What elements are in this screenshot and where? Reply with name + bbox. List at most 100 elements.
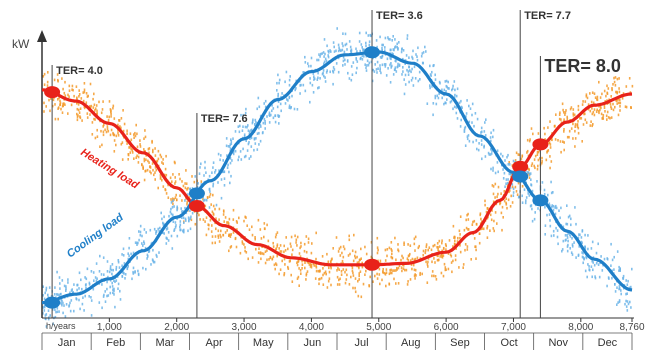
scatter-point <box>58 276 61 279</box>
scatter-point <box>464 243 467 246</box>
scatter-point <box>279 268 282 271</box>
month-label-may: May <box>253 337 274 349</box>
scatter-point <box>313 264 316 267</box>
scatter-point <box>536 153 539 156</box>
scatter-point <box>499 202 501 206</box>
scatter-point <box>518 153 521 157</box>
scatter-point <box>452 259 454 263</box>
scatter-point <box>264 120 266 123</box>
scatter-point <box>562 225 565 229</box>
scatter-point <box>579 117 581 120</box>
scatter-point <box>232 208 235 212</box>
scatter-point <box>352 271 354 275</box>
scatter-point <box>317 86 319 90</box>
scatter-point <box>336 283 339 286</box>
scatter-point <box>459 244 461 247</box>
scatter-point <box>149 170 151 173</box>
scatter-point <box>443 262 446 266</box>
scatter-point <box>211 210 214 214</box>
scatter-point <box>151 162 154 165</box>
scatter-point <box>384 273 387 276</box>
scatter-point <box>327 279 330 283</box>
scatter-point <box>387 67 389 70</box>
scatter-point <box>243 135 246 138</box>
scatter-point <box>333 45 335 49</box>
scatter-point <box>611 276 613 280</box>
scatter-point <box>238 155 240 159</box>
scatter-point <box>200 180 203 183</box>
scatter-point <box>462 266 464 269</box>
scatter-point <box>80 278 82 282</box>
scatter-point <box>591 124 593 128</box>
cooling-dot <box>512 170 529 183</box>
scatter-point <box>414 77 417 80</box>
scatter-point <box>567 239 569 243</box>
scatter-point <box>169 176 172 180</box>
scatter-point <box>62 87 64 91</box>
scatter-point <box>279 244 282 247</box>
scatter-point <box>462 263 465 266</box>
scatter-point <box>358 258 361 262</box>
scatter-point <box>401 73 403 76</box>
scatter-point <box>259 123 262 127</box>
scatter-point <box>135 123 137 127</box>
scatter-point <box>327 55 330 59</box>
scatter-point <box>263 222 266 225</box>
scatter-point <box>152 248 154 252</box>
scatter-point <box>226 229 228 232</box>
scatter-point <box>92 287 95 291</box>
scatter-point <box>129 132 132 135</box>
scatter-point <box>244 111 247 115</box>
scatter-point <box>452 84 454 88</box>
scatter-point <box>407 259 410 262</box>
ter-label: TER= 4.0 <box>56 65 103 77</box>
scatter-point <box>92 106 95 109</box>
scatter-point <box>110 268 113 272</box>
scatter-point <box>346 48 348 51</box>
scatter-point <box>145 267 147 271</box>
scatter-point <box>289 106 292 110</box>
scatter-point <box>309 81 312 85</box>
scatter-point <box>111 272 113 276</box>
scatter-point <box>220 154 222 157</box>
scatter-point <box>492 169 494 172</box>
scatter-point <box>391 64 393 68</box>
scatter-point <box>480 131 482 134</box>
scatter-point <box>530 204 533 207</box>
scatter-point <box>119 289 121 293</box>
scatter-point <box>93 117 95 121</box>
cooling-start-dot <box>44 296 61 309</box>
scatter-point <box>287 247 289 251</box>
scatter-point <box>78 93 81 96</box>
scatter-point <box>162 223 165 226</box>
scatter-point <box>329 70 331 74</box>
cooling-dot <box>532 194 549 207</box>
scatter-point <box>374 274 376 278</box>
scatter-point <box>202 199 205 202</box>
scatter-point <box>75 85 78 88</box>
scatter-point <box>142 167 144 170</box>
scatter-point <box>338 268 340 271</box>
scatter-point <box>46 84 49 87</box>
scatter-point <box>175 224 177 227</box>
ter-label: TER= 7.7 <box>524 10 571 22</box>
scatter-point <box>566 234 568 237</box>
scatter-point <box>68 84 71 88</box>
scatter-point <box>562 108 564 112</box>
scatter-point <box>85 101 88 104</box>
scatter-point <box>509 186 512 189</box>
scatter-point <box>511 185 514 189</box>
scatter-point <box>136 243 138 246</box>
scatter-point <box>584 269 587 273</box>
scatter-point <box>326 286 329 289</box>
scatter-point <box>64 103 66 106</box>
scatter-point <box>184 182 186 185</box>
scatter-point <box>288 104 291 108</box>
scatter-point <box>65 289 67 292</box>
scatter-point <box>309 265 312 268</box>
scatter-point <box>58 96 60 100</box>
scatter-point <box>432 113 434 117</box>
cooling-dot <box>364 46 381 59</box>
scatter-point <box>306 260 309 264</box>
scatter-point <box>402 256 404 260</box>
